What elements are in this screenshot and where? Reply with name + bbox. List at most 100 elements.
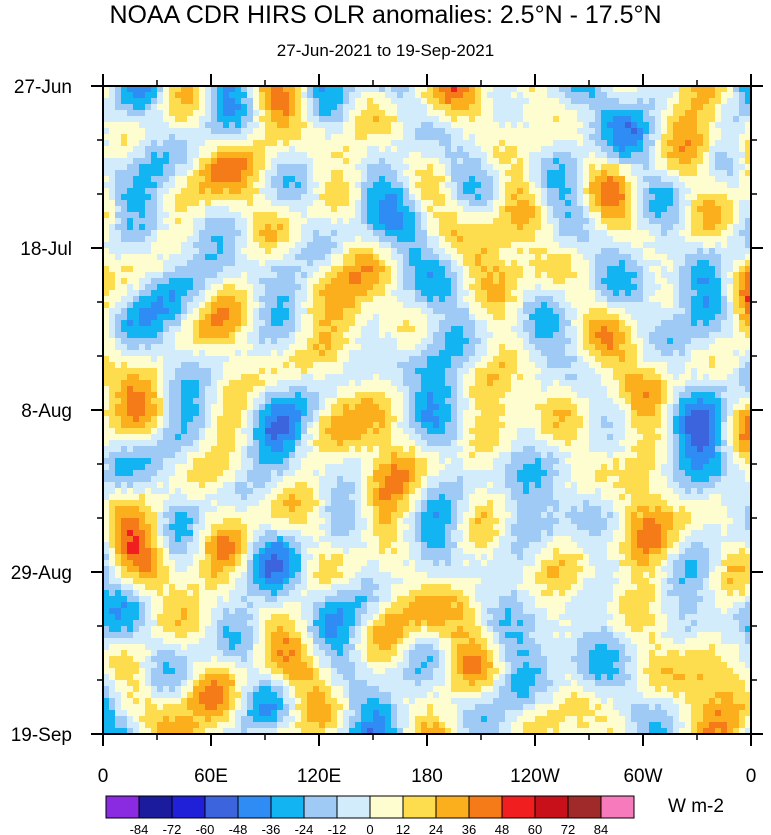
field-cell (715, 278, 722, 285)
field-cell (727, 314, 734, 321)
field-cell (319, 284, 326, 291)
field-cell (439, 272, 446, 279)
field-cell (739, 86, 746, 93)
field-cell (127, 110, 134, 117)
field-cell (697, 218, 704, 225)
field-cell (253, 98, 260, 105)
field-cell (403, 290, 410, 297)
field-cell (379, 248, 386, 255)
field-cell (439, 140, 446, 147)
field-cell (457, 332, 464, 339)
field-cell (193, 146, 200, 153)
field-cell (205, 152, 212, 159)
field-cell (235, 116, 242, 123)
field-cell (235, 326, 242, 333)
field-cell (607, 152, 614, 159)
field-cell (343, 176, 350, 183)
field-cell (163, 314, 170, 321)
field-cell (397, 122, 404, 129)
field-cell (493, 92, 500, 99)
field-cell (385, 302, 392, 309)
field-cell (631, 170, 638, 177)
field-cell (625, 206, 632, 213)
field-cell (511, 308, 518, 315)
field-cell (745, 350, 752, 357)
field-cell (565, 248, 572, 255)
field-cell (517, 218, 524, 225)
field-cell (493, 110, 500, 117)
field-cell (433, 338, 440, 345)
field-cell (517, 104, 524, 111)
field-cell (673, 128, 680, 135)
field-cell (115, 98, 122, 105)
field-cell (433, 272, 440, 279)
field-cell (469, 104, 476, 111)
field-cell (271, 158, 278, 165)
field-cell (193, 350, 200, 357)
field-cell (475, 98, 482, 105)
field-cell (433, 194, 440, 201)
field-cell (241, 200, 248, 207)
field-cell (469, 164, 476, 171)
field-cell (649, 260, 656, 267)
field-cell (415, 116, 422, 123)
field-cell (325, 278, 332, 285)
field-cell (247, 290, 254, 297)
field-cell (325, 146, 332, 153)
field-cell (487, 308, 494, 315)
field-cell (157, 278, 164, 285)
field-cell (145, 236, 152, 243)
field-cell (385, 260, 392, 267)
field-cell (673, 170, 680, 177)
field-cell (589, 314, 596, 321)
field-cell (307, 296, 314, 303)
field-cell (373, 158, 380, 165)
field-cell (619, 98, 626, 105)
field-cell (661, 296, 668, 303)
field-cell (319, 92, 326, 99)
field-cell (511, 278, 518, 285)
field-cell (691, 212, 698, 219)
field-cell (673, 266, 680, 273)
field-cell (301, 284, 308, 291)
field-cell (619, 212, 626, 219)
field-cell (475, 332, 482, 339)
field-cell (343, 116, 350, 123)
field-cell (361, 284, 368, 291)
field-cell (409, 158, 416, 165)
field-cell (313, 338, 320, 345)
field-cell (427, 338, 434, 345)
field-cell (307, 350, 314, 357)
field-cell (253, 338, 260, 345)
field-cell (373, 194, 380, 201)
field-cell (739, 110, 746, 117)
field-cell (349, 128, 356, 135)
field-cell (145, 116, 152, 123)
field-cell (271, 356, 278, 363)
field-cell (205, 218, 212, 225)
field-cell (313, 332, 320, 339)
field-cell (193, 170, 200, 177)
field-cell (553, 146, 560, 153)
field-cell (565, 92, 572, 99)
field-cell (211, 104, 218, 111)
field-cell (139, 116, 146, 123)
field-cell (139, 314, 146, 321)
field-cell (655, 116, 662, 123)
field-cell (427, 104, 434, 111)
field-cell (727, 188, 734, 195)
field-cell (541, 200, 548, 207)
field-cell (145, 344, 152, 351)
field-cell (709, 110, 716, 117)
field-cell (457, 242, 464, 249)
field-cell (481, 212, 488, 219)
field-cell (535, 170, 542, 177)
field-cell (265, 242, 272, 249)
field-cell (127, 242, 134, 249)
field-cell (379, 194, 386, 201)
field-cell (715, 302, 722, 309)
field-cell (391, 344, 398, 351)
field-cell (523, 140, 530, 147)
field-cell (565, 272, 572, 279)
field-cell (133, 218, 140, 225)
